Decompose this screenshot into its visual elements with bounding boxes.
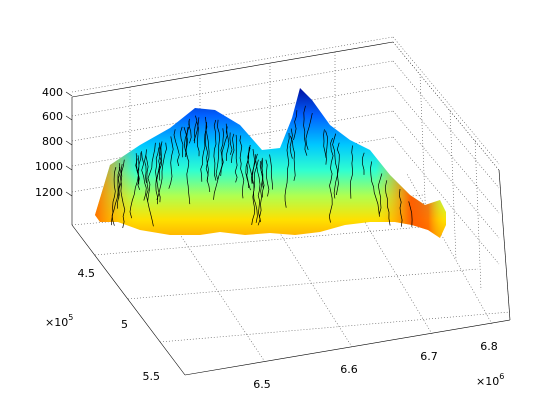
streamline [120,159,126,229]
streamline [305,113,313,151]
x-tick-label: 6.8 [480,340,498,353]
streamline [230,133,235,163]
y-tick-label: 4.5 [78,267,96,280]
streamline [193,115,198,144]
z-tick-mark [65,91,73,97]
streamline [328,137,334,223]
streamline [333,142,340,199]
streamline [384,180,391,226]
streamline [246,146,250,189]
x-tick-label: 6.7 [420,350,438,363]
streamline [135,153,140,183]
streamline [180,126,184,158]
y-axis-multiplier: ×105 [45,313,73,329]
z-tick-labels: 400 600 800 1000 1200 [35,86,73,199]
streamline [261,157,265,198]
y-tick-label: 5.5 [143,370,161,383]
streamline [137,152,142,185]
streamline [350,145,354,199]
streamline [173,129,180,167]
streamline [251,148,256,225]
streamline [117,164,123,209]
z-tick-label: 600 [42,110,63,123]
streamline [370,161,380,217]
streamline [159,141,163,181]
streamline [213,119,217,181]
streamline [183,126,189,157]
streamline [193,117,200,142]
streamline [184,120,190,158]
streamline [325,130,328,165]
streamline [225,126,230,161]
streamline [303,105,308,156]
z-tick-label: 400 [42,86,63,99]
z-tick-mark [65,140,73,146]
streamline [144,149,147,184]
x-tick-label: 6.5 [253,378,271,391]
x-axis-multiplier: ×106 [476,372,504,388]
streamline [377,173,383,215]
z-tick-mark [65,115,73,121]
streamline [284,132,290,208]
streamline [155,147,160,205]
z-tick-label: 800 [42,135,63,148]
streamline [332,133,339,196]
streamline [253,154,258,223]
streamline [362,152,365,175]
streamline [251,153,258,184]
streamline [156,142,167,201]
streamline [183,126,191,205]
streamline [289,135,296,181]
x-tick-label: 6.6 [340,363,358,376]
streamline [408,201,413,227]
z-tick-label: 1000 [35,160,63,173]
streamline [259,161,264,223]
surface-mesh [95,88,446,238]
z-tick-mark [65,165,73,171]
streamline [168,136,174,189]
streamline [111,167,121,226]
streamline [215,119,220,180]
streamline [141,151,147,201]
streamline [398,188,403,227]
streamline [289,128,293,159]
streamline [213,123,228,200]
streamline [239,135,245,199]
streamline [323,129,327,159]
streamline [229,132,233,155]
streamline [256,159,261,226]
streamline [129,158,139,219]
streamline [234,134,238,183]
y-tick-labels: 4.5 5 5.5 [78,267,161,383]
streamline [269,154,273,190]
axes-box [71,41,511,376]
streamline [265,159,270,197]
z-tick-mark [65,191,73,197]
streamline [205,121,209,182]
streamline [147,142,156,202]
x-tick-labels: 6.5 6.6 6.7 6.8 [253,340,498,391]
streamline [145,154,154,227]
y-tick-label: 5 [121,318,128,331]
streamline [220,128,224,177]
streamline [293,110,298,141]
z-tick-label: 1200 [35,186,63,199]
streamline [196,121,200,157]
